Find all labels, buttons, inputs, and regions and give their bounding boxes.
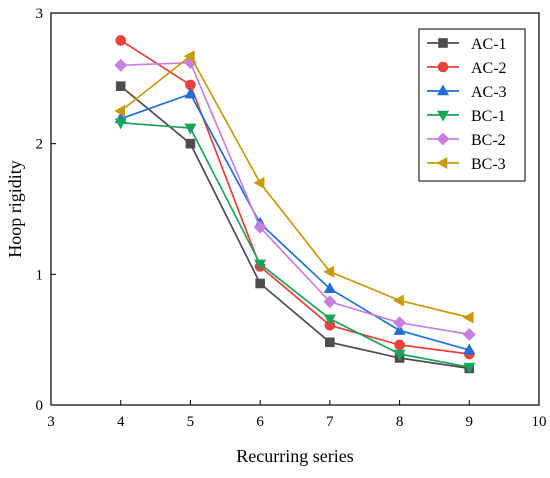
legend-marker-ac-3 xyxy=(436,84,450,96)
data-point-bc-1 xyxy=(463,362,476,374)
x-axis-title: Recurring series xyxy=(236,446,353,466)
x-tick-label: 5 xyxy=(187,414,195,430)
axis-ticks: 3 4 5 6 7 8 9 10 0 1 2 3 xyxy=(36,6,547,430)
data-point-bc-2 xyxy=(393,316,406,330)
data-point-bc-1 xyxy=(323,314,336,326)
series-bc-1 xyxy=(114,118,476,374)
data-point-ac-1 xyxy=(185,138,196,149)
data-point-bc-3 xyxy=(323,265,335,278)
y-tick-label: 1 xyxy=(36,267,44,283)
series-line-bc-2 xyxy=(120,61,470,336)
data-point-ac-2 xyxy=(394,339,405,351)
legend-label-ac-2: AC-2 xyxy=(471,60,507,77)
legend-marker-bc-2 xyxy=(436,132,450,146)
x-tick-label: 3 xyxy=(47,414,55,430)
data-point-bc-2 xyxy=(114,58,128,72)
x-tick-label: 9 xyxy=(466,414,474,430)
series-line-bc-3 xyxy=(120,54,470,319)
series-line-bc-1 xyxy=(120,121,470,368)
legend-marker-ac-2 xyxy=(437,61,449,73)
legend-label-bc-1: BC-1 xyxy=(471,108,506,125)
y-tick-label: 3 xyxy=(36,6,44,22)
data-point-ac-3 xyxy=(323,282,336,294)
y-tick-label: 0 xyxy=(36,398,44,414)
series-bc-2 xyxy=(114,56,476,341)
data-point-ac-1 xyxy=(115,81,126,91)
x-tick-label: 6 xyxy=(256,414,264,430)
x-tick-label: 10 xyxy=(532,414,547,430)
series-line-ac-2 xyxy=(120,39,470,355)
data-point-bc-2 xyxy=(323,295,337,309)
series-layer xyxy=(114,35,476,374)
legend-marker-bc-3 xyxy=(436,156,448,170)
plot-frame xyxy=(50,12,540,406)
data-point-bc-1 xyxy=(184,123,197,135)
legend-label-ac-1: AC-1 xyxy=(471,36,507,53)
legend-label-ac-3: AC-3 xyxy=(471,84,507,101)
x-tick-label: 7 xyxy=(326,414,334,430)
x-tick-label: 8 xyxy=(396,414,404,430)
data-point-bc-2 xyxy=(253,220,267,234)
data-point-bc-2 xyxy=(462,328,476,341)
legend-box xyxy=(418,28,526,182)
data-point-ac-1 xyxy=(255,278,265,289)
legend-marker-bc-1 xyxy=(436,110,450,122)
data-point-ac-3 xyxy=(463,343,476,355)
data-point-ac-1 xyxy=(325,337,335,348)
series-bc-3 xyxy=(114,50,474,324)
series-line-ac-1 xyxy=(120,85,470,370)
legend-label-bc-3: BC-3 xyxy=(471,156,506,173)
data-point-bc-3 xyxy=(392,294,404,307)
data-point-bc-3 xyxy=(114,104,126,118)
data-point-bc-1 xyxy=(393,349,406,361)
data-point-ac-3 xyxy=(184,87,197,99)
y-tick-label: 2 xyxy=(36,137,44,153)
legend: AC-1 AC-2 AC-3 BC-1 BC-2 BC-3 xyxy=(418,28,526,182)
data-point-bc-3 xyxy=(183,50,195,63)
data-point-ac-3 xyxy=(393,323,406,335)
legend-label-bc-2: BC-2 xyxy=(471,132,506,149)
y-axis-title: Hoop rigidity xyxy=(5,160,25,258)
x-tick-label: 4 xyxy=(117,414,125,430)
data-point-bc-1 xyxy=(114,118,127,130)
data-point-bc-3 xyxy=(253,176,265,189)
data-point-bc-3 xyxy=(462,311,474,324)
series-line-ac-3 xyxy=(120,92,470,351)
data-point-bc-1 xyxy=(254,259,267,271)
data-point-ac-2 xyxy=(115,35,127,46)
legend-marker-ac-1 xyxy=(438,38,448,48)
